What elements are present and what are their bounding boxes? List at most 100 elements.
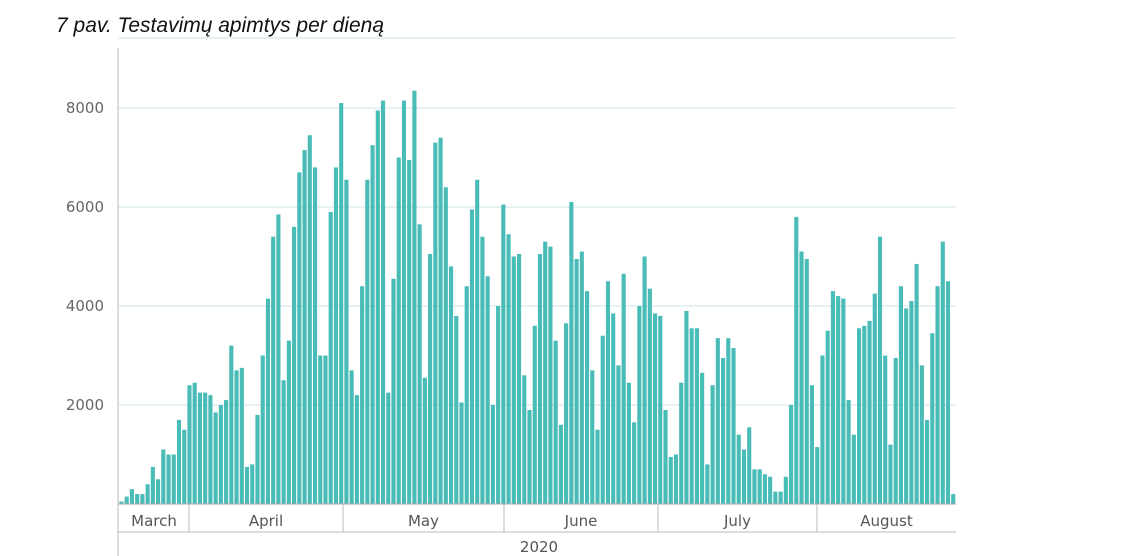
bar [652,313,658,504]
bar [898,286,903,504]
bar [391,278,396,504]
y-tick-label: 4000 [66,297,104,315]
bar [872,293,877,504]
month-label: July [723,512,751,530]
bar [459,402,464,504]
bar [145,484,150,504]
bar [333,167,339,504]
bar [522,375,527,504]
gridlines [118,37,956,406]
bar [679,382,684,504]
bar [187,385,192,504]
bar [595,429,600,504]
bar [632,422,637,504]
bar [726,338,731,504]
bar [349,370,354,504]
bar [360,286,365,504]
bar [448,266,454,504]
bar [773,491,778,504]
bar [365,179,370,504]
bar [904,308,909,504]
bar [265,298,271,504]
bar [156,479,161,504]
bar [203,392,208,504]
bars [119,90,956,505]
bar [564,323,569,504]
bar [673,454,679,504]
bar [558,424,563,504]
bar [454,315,459,504]
bar [705,464,710,504]
bar [312,167,318,504]
bar [412,90,417,505]
bar [537,254,543,504]
bar [234,370,239,504]
bar [396,157,401,504]
bar [778,491,783,504]
bar [841,298,846,504]
bar [883,355,888,504]
bar [945,281,951,504]
month-label: May [408,512,439,530]
bar [176,419,182,504]
bar [637,306,642,504]
bar [553,340,558,504]
bar [668,456,673,504]
year-label: 2020 [520,538,558,556]
bar [428,254,433,504]
bar [543,241,548,504]
bar [919,365,924,504]
bar [799,251,804,504]
bar [354,395,359,504]
bar [475,179,480,504]
bar [930,333,935,504]
bar [809,385,815,504]
bar [532,325,537,504]
bar [150,466,155,504]
bar [584,291,590,504]
bar [469,209,475,504]
bar [694,328,699,504]
bar [344,179,349,504]
bar [820,355,825,504]
bar [605,281,611,504]
bar [182,429,187,504]
bar [642,256,647,504]
bar [951,494,956,504]
bar [506,234,511,504]
bar [846,400,851,504]
bar [386,392,391,504]
bar [715,338,720,504]
bar [663,409,668,504]
bar [914,263,919,504]
bar [281,380,286,504]
y-tick-label: 2000 [66,396,104,414]
bar [213,412,218,504]
bar [370,145,375,504]
bar [407,159,412,504]
bar [464,286,469,504]
bar [527,409,532,504]
bar [422,377,427,504]
bar [119,501,124,504]
bar [438,137,443,504]
bar [496,306,501,504]
bar [940,241,945,504]
bar [815,447,820,504]
bar [836,296,841,504]
bar [935,286,940,504]
bar [443,187,448,504]
bar [485,276,490,504]
bar [757,469,762,504]
bar [307,135,312,504]
bar [626,382,631,504]
bar [255,414,260,504]
bar [569,202,574,505]
bar [893,357,898,504]
bar [590,370,595,504]
bar [909,301,914,504]
bar [511,256,516,504]
bar [480,236,485,504]
bar [830,291,835,504]
bar [684,310,689,504]
